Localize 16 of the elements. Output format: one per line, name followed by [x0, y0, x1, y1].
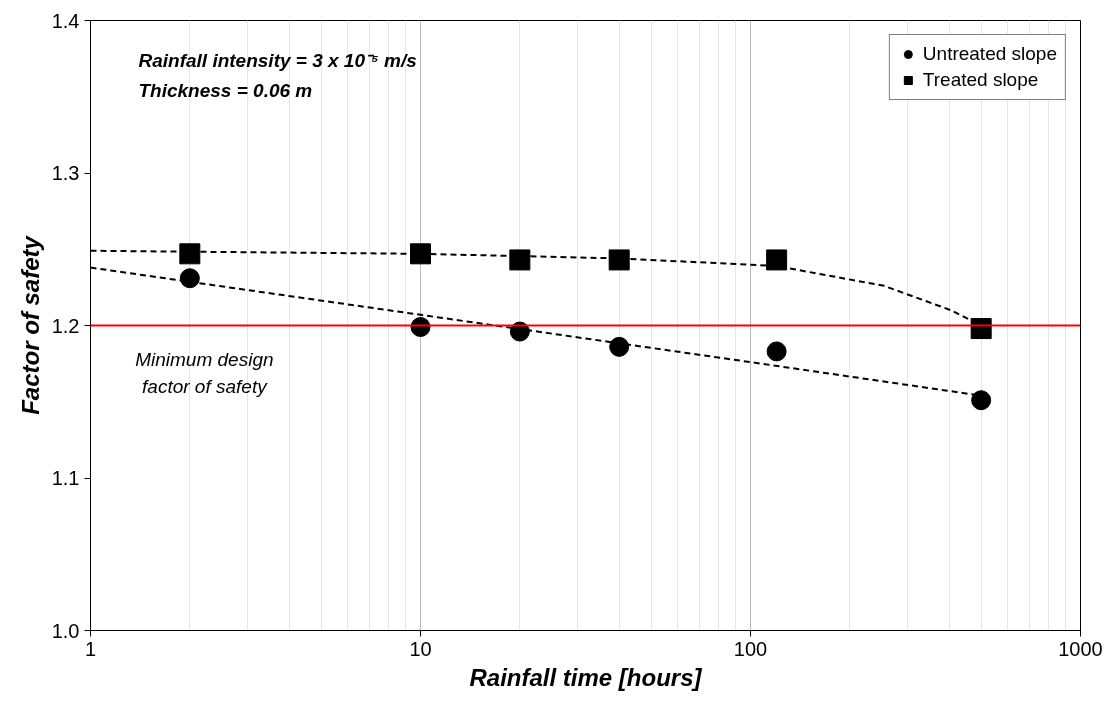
x-tick-label: 100 — [733, 637, 768, 660]
annotation: Thickness = 0.06 m — [138, 79, 313, 101]
legend-label: Untreated slope — [922, 43, 1057, 65]
annotation: Rainfall intensity = 3 x 10⁻⁵ m/s — [138, 49, 417, 71]
legend-label: Treated slope — [922, 69, 1039, 91]
y-tick-label: 1.0 — [51, 619, 80, 642]
x-tick-label: 10 — [409, 637, 432, 660]
y-axis-title: Factor of safety — [16, 234, 44, 415]
y-tick-label: 1.4 — [51, 9, 80, 32]
y-tick-label: 1.1 — [51, 467, 80, 489]
x-tick-label: 1 — [84, 637, 97, 660]
x-axis-title: Rainfall time [hours] — [469, 663, 703, 691]
y-tick-label: 1.2 — [51, 314, 80, 337]
x-tick-label: 1000 — [1058, 637, 1103, 660]
ref-line-label: Minimum design factor of safety — [135, 348, 274, 397]
y-tick-label: 1.3 — [51, 162, 80, 184]
